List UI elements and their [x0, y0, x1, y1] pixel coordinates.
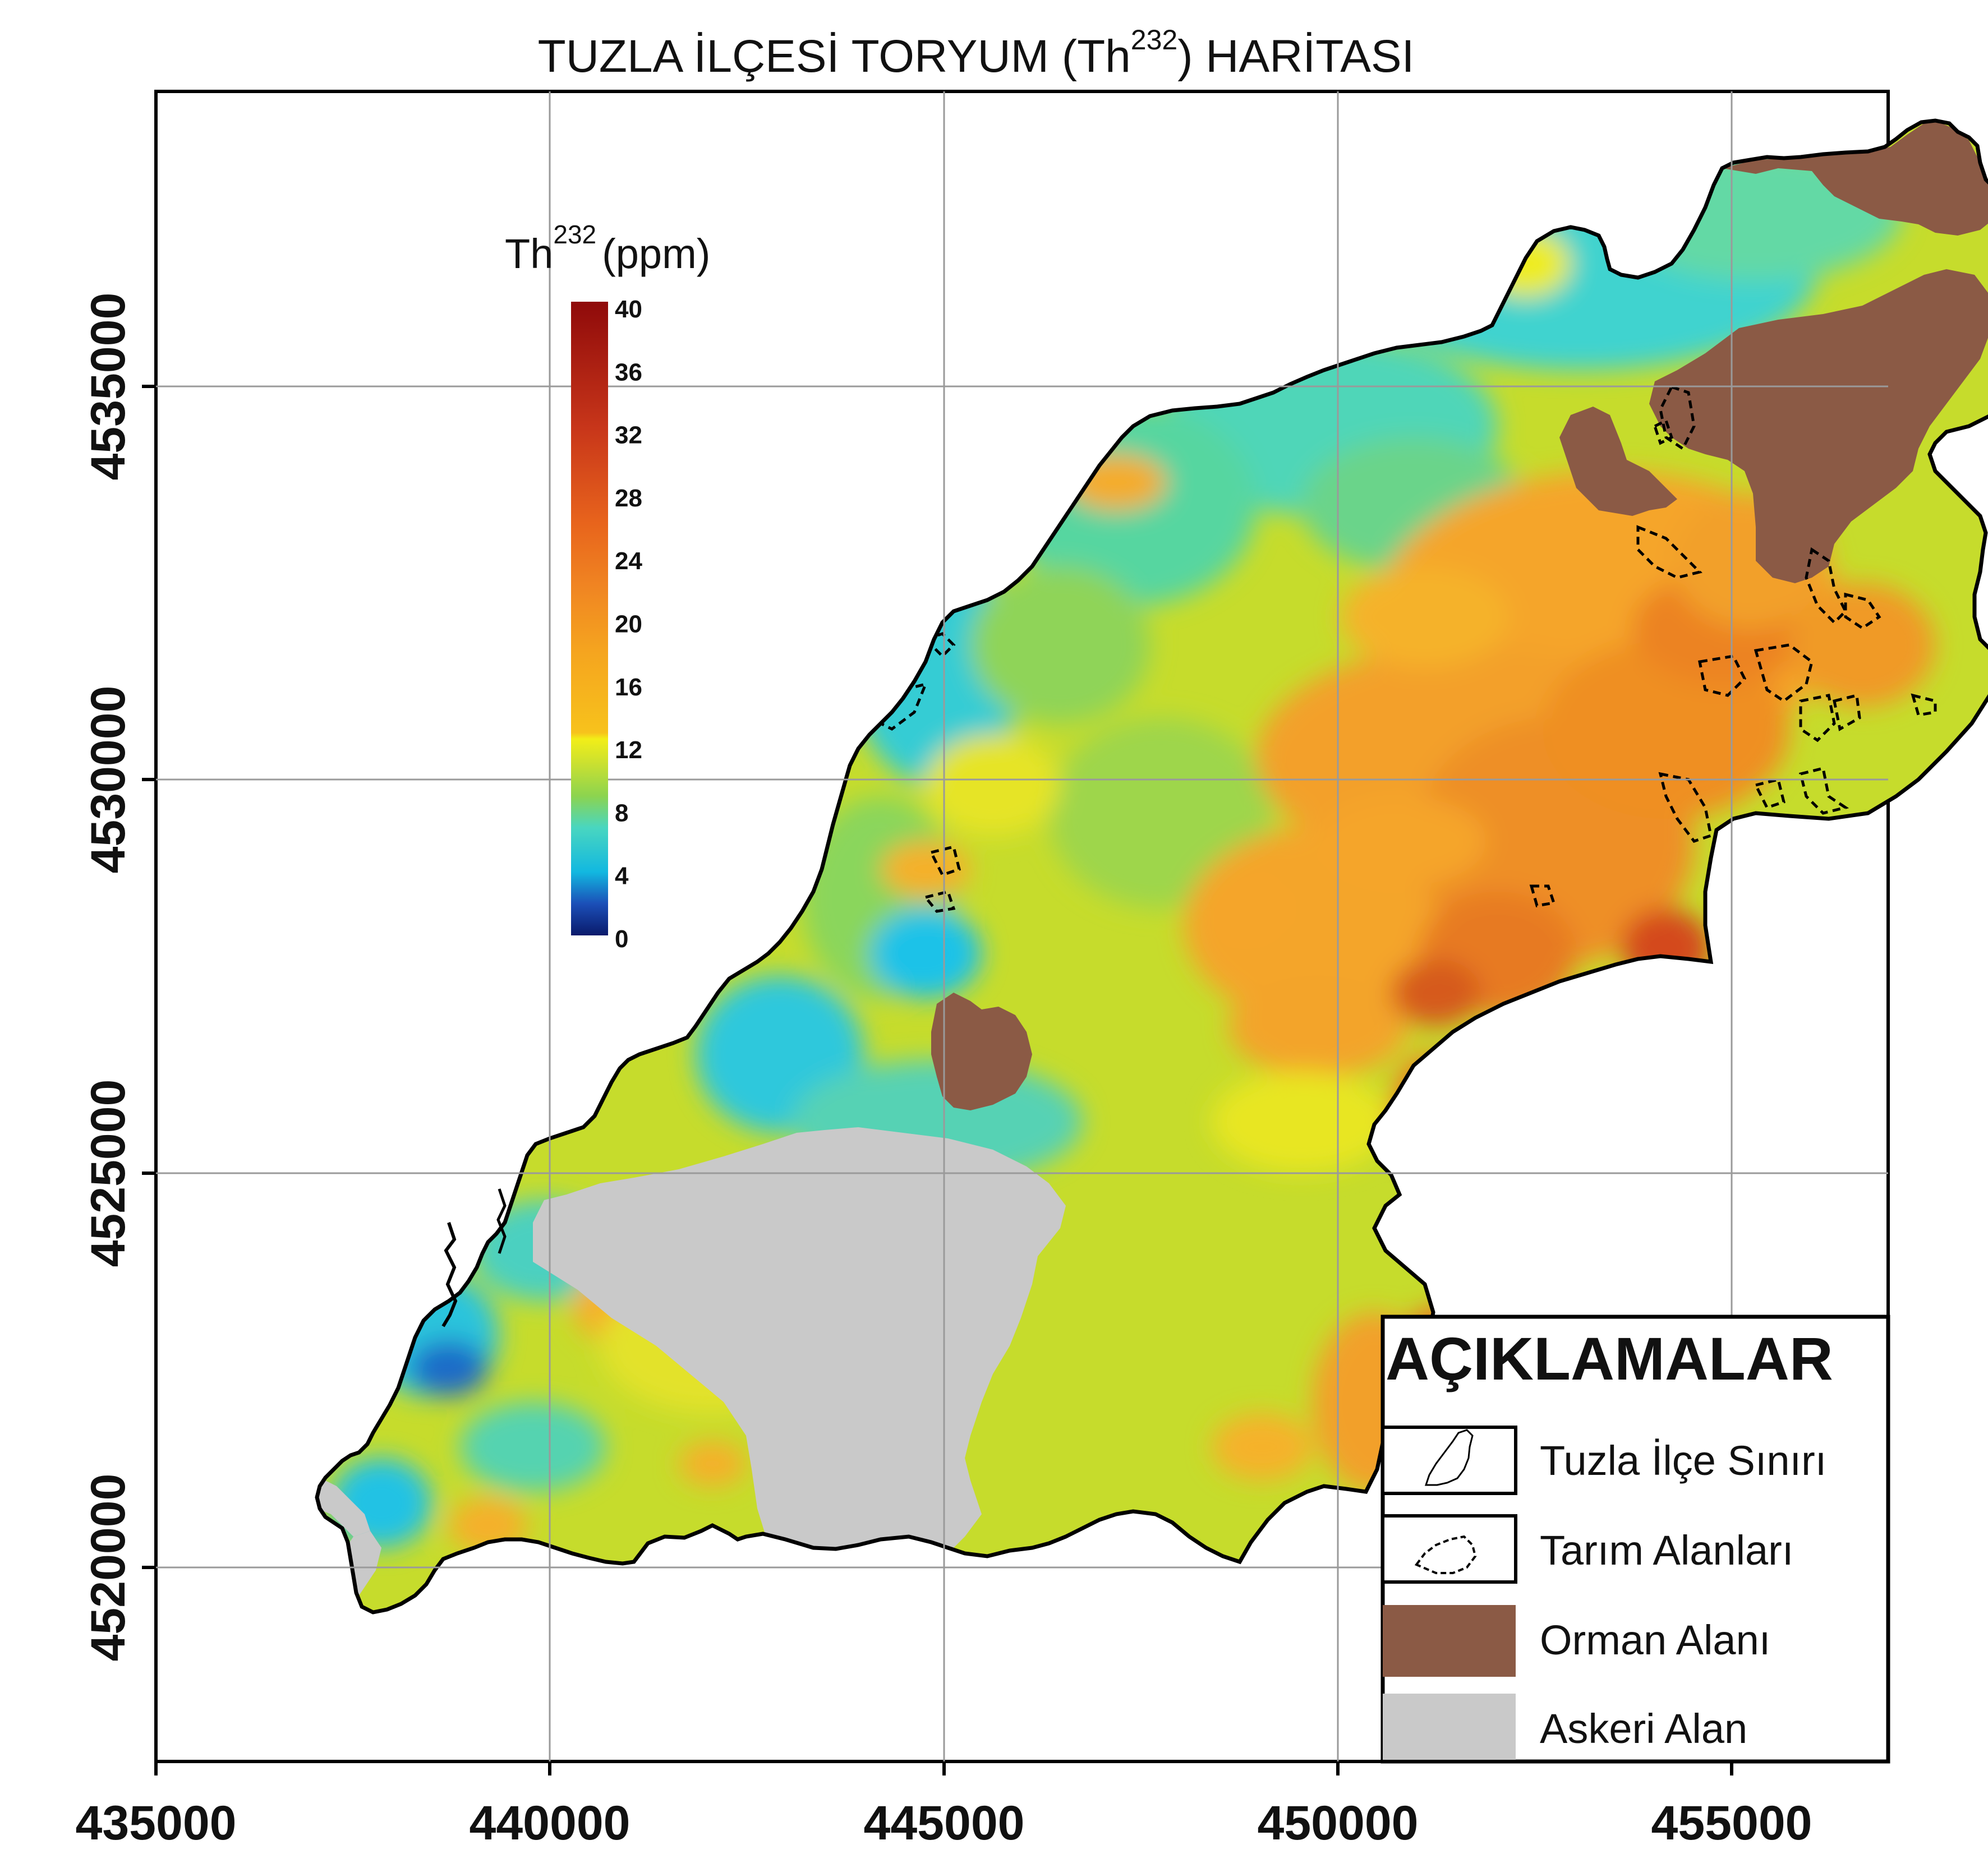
- legend-swatch-district: [1381, 1426, 1517, 1495]
- legend-label-forest: Orman Alanı: [1540, 1617, 1770, 1663]
- legend-label-military: Askeri Alan: [1540, 1705, 1747, 1752]
- forest-area-central-north: [1559, 407, 1677, 516]
- coastline-detail: [441, 1222, 458, 1327]
- forest-area-central: [931, 993, 1032, 1110]
- legend-label-district: Tuzla İlçe Sınırı: [1540, 1437, 1826, 1484]
- colorbar-title: Th232 (ppm): [505, 220, 710, 277]
- colorbar-tick-label: 16: [615, 674, 642, 701]
- legend: AÇIKLAMALAR Tuzla İlçe Sınırı Tarım Alan…: [1380, 1315, 1890, 1764]
- map-title: TUZLA İLÇESİ TORYUM (Th232) HARİTASI: [538, 24, 1415, 82]
- agricultural-areas: [878, 385, 1937, 913]
- legend-swatch-military: [1383, 1694, 1516, 1760]
- military-area-shape: [533, 1127, 1066, 1590]
- y-tick-label: 4525000: [81, 1080, 135, 1267]
- y-tick-label: 4520000: [81, 1474, 135, 1662]
- axis-ticks: [142, 385, 1733, 1775]
- colorbar-tick-label: 12: [615, 736, 642, 764]
- x-tick-label: 440000: [470, 1796, 631, 1850]
- legend-box: [1380, 1315, 1890, 1764]
- legend-swatch-agricultural: [1381, 1514, 1517, 1584]
- colorbar-tick-label: 8: [615, 799, 628, 827]
- colorbar-tick-label: 20: [615, 611, 642, 638]
- legend-label-agricultural: Tarım Alanları: [1540, 1527, 1793, 1574]
- x-tick-label: 435000: [76, 1796, 237, 1850]
- colorbar-tick-label: 4: [615, 863, 629, 890]
- x-axis-labels: 435000 440000 445000 450000 455000: [76, 1796, 1812, 1850]
- x-tick-label: 455000: [1651, 1796, 1812, 1850]
- colorbar-gradient: [571, 302, 608, 935]
- colorbar-tick-label: 40: [615, 296, 642, 323]
- legend-swatch-forest: [1383, 1605, 1516, 1677]
- district-boundary-icon: [1424, 1429, 1474, 1486]
- legend-title: AÇIKLAMALAR: [1386, 1325, 1833, 1392]
- forest-area-north: [1649, 269, 1988, 583]
- colorbar-tick-label: 24: [615, 547, 642, 575]
- colorbar-tick-label: 36: [615, 358, 642, 386]
- grid-lines: [156, 91, 1888, 1761]
- x-tick-label: 445000: [864, 1796, 1025, 1850]
- colorbar-tick-label: 28: [615, 485, 642, 512]
- forest-area-ne: [1722, 121, 1988, 236]
- agricultural-area-icon: [1414, 1535, 1477, 1574]
- y-tick-label: 4530000: [81, 686, 135, 874]
- colorbar-tick-label: 0: [615, 925, 628, 953]
- x-tick-label: 450000: [1258, 1796, 1419, 1850]
- y-axis-labels: 4520000 4525000 4530000 4535000: [81, 293, 135, 1662]
- coastline-detail-2: [496, 1188, 507, 1254]
- y-tick-label: 4535000: [81, 293, 135, 481]
- colorbar-tick-label: 32: [615, 422, 642, 449]
